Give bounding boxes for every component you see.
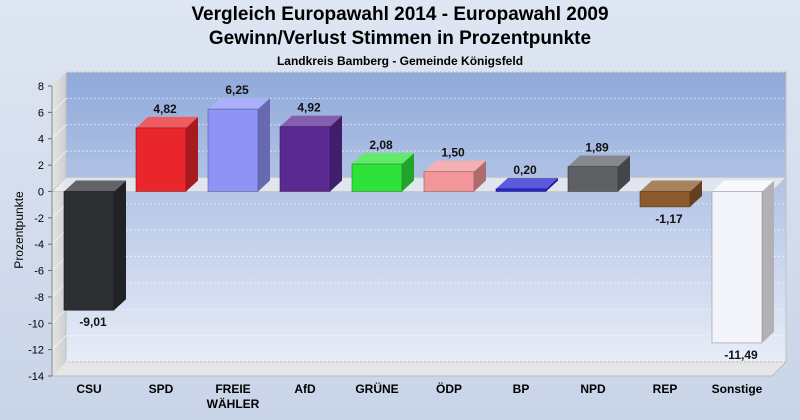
data-label: 1,50 [441, 146, 465, 160]
bar-front [207, 108, 259, 192]
bar [639, 180, 702, 208]
bar-front [279, 126, 331, 192]
bar-top [568, 155, 630, 167]
data-label: -9,01 [79, 315, 107, 329]
category-label: Sonstige [712, 382, 763, 396]
y-tick-label: -4 [34, 239, 44, 251]
data-label: 1,89 [585, 141, 609, 155]
bar [567, 155, 630, 192]
category-label-line: REP [653, 382, 678, 396]
data-label: 6,25 [225, 83, 249, 97]
category-label: FREIE WÄHLER [207, 382, 260, 411]
bar [423, 160, 486, 192]
category-label-line: GRÜNE [355, 381, 398, 396]
bar-side [402, 153, 414, 192]
category-label: CSU [76, 382, 101, 396]
bar-top [208, 98, 270, 110]
category-label: AfD [294, 382, 316, 396]
bar [135, 116, 198, 192]
data-label: -11,49 [724, 348, 758, 362]
bar-front [135, 127, 187, 192]
gridline-wall [51, 229, 67, 245]
category-label-line: NPD [580, 382, 606, 396]
floor [50, 361, 788, 377]
category-label: NPD [580, 382, 606, 396]
bar-top [640, 180, 702, 192]
y-tick-label: -10 [28, 318, 44, 330]
bar [279, 115, 342, 192]
bar-front [495, 188, 547, 192]
category-label-line: CSU [76, 382, 101, 396]
category-label-line: FREIE [215, 382, 250, 396]
y-tick-label: 4 [38, 134, 44, 146]
y-tick-label: 6 [38, 107, 44, 119]
bar-top [136, 116, 198, 128]
chart-title: Vergleich Europawahl 2014 - Europawahl 2… [191, 4, 609, 25]
bar-front [63, 191, 115, 311]
gridline-wall [51, 308, 67, 324]
bar-side [546, 177, 558, 192]
bar-side [690, 180, 702, 207]
category-label: BP [513, 382, 530, 396]
bar [495, 177, 558, 192]
category-label: REP [653, 382, 678, 396]
bar-side [114, 180, 126, 311]
gridline-wall [51, 335, 67, 350]
bar-front [711, 191, 763, 344]
y-tick-label: -8 [34, 292, 44, 304]
y-tick-label: -14 [28, 371, 44, 383]
y-tick-label: -2 [34, 213, 44, 225]
category-label-line: WÄHLER [207, 396, 260, 411]
bar [63, 180, 126, 311]
category-label-line: AfD [294, 382, 316, 396]
data-label: -1,17 [655, 212, 683, 226]
bar-top [64, 180, 126, 192]
bar-front [351, 163, 403, 192]
bar-front [639, 191, 691, 208]
data-label: 2,08 [369, 138, 393, 152]
gridline-wall [51, 203, 67, 219]
bar-side [474, 160, 486, 192]
y-tick-label: 0 [38, 186, 44, 198]
data-label: 0,20 [513, 163, 537, 177]
category-label: GRÜNE [355, 381, 398, 396]
bar-top [280, 115, 342, 127]
gridline-wall [51, 98, 67, 113]
bar-front [423, 171, 475, 192]
category-label-line: Sonstige [712, 382, 763, 396]
y-tick-label: 8 [38, 81, 44, 93]
category-label: SPD [149, 382, 174, 396]
bar-top [496, 177, 558, 189]
bar [351, 153, 414, 192]
bar [207, 98, 270, 192]
bar-side [618, 155, 630, 192]
gridline-wall [51, 150, 67, 166]
bar-top [712, 180, 774, 192]
bar-side [186, 116, 198, 192]
gridline-wall [51, 282, 67, 298]
bar-side [330, 115, 342, 192]
y-tick-label: 2 [38, 160, 44, 172]
category-label: ÖDP [436, 381, 462, 396]
bar [711, 180, 774, 344]
bar-side [762, 180, 774, 343]
y-tick-label: -6 [34, 266, 44, 278]
category-label-line: SPD [149, 382, 174, 396]
gridline-wall [51, 256, 67, 271]
category-label-line: BP [513, 382, 530, 396]
data-label: 4,92 [297, 101, 321, 115]
gridline-wall [51, 124, 67, 140]
gridline-wall [51, 71, 67, 87]
category-label-line: ÖDP [436, 381, 462, 396]
chart-caption: Landkreis Bamberg - Gemeinde Königsfeld [276, 54, 524, 68]
gridline-wall [51, 361, 67, 377]
bar-top [424, 160, 486, 172]
bar-front [567, 166, 619, 192]
data-label: 4,82 [153, 102, 177, 116]
bar-top [352, 153, 414, 165]
chart-subtitle: Gewinn/Verlust Stimmen in Prozentpunkte [208, 28, 592, 49]
bar-side [258, 98, 270, 192]
y-tick-label: -12 [28, 345, 44, 357]
